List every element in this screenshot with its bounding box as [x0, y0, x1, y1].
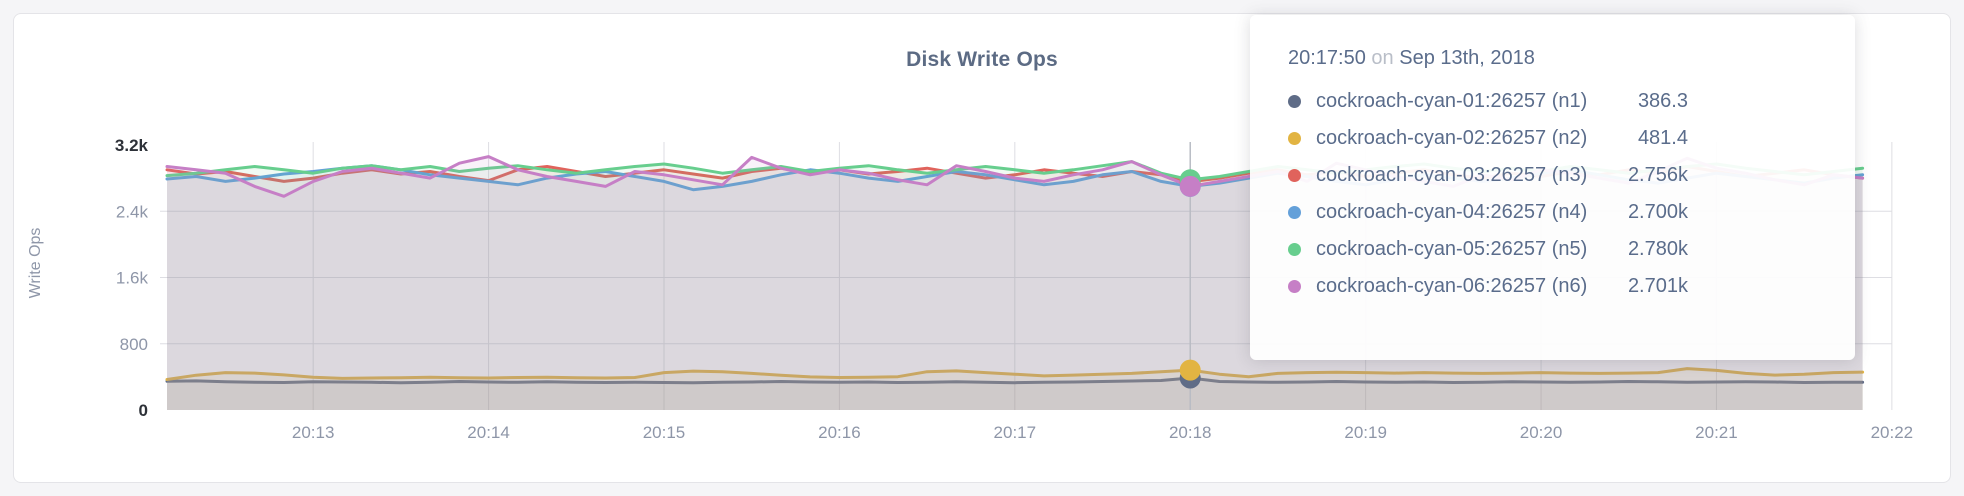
tooltip-header: 20:17:50 on Sep 13th, 2018: [1288, 43, 1855, 73]
tooltip-conjunction: on: [1371, 47, 1394, 69]
page-title: Disk Write Ops: [906, 48, 1058, 71]
series-area-n1: [167, 378, 1863, 410]
hover-tooltip: 20:17:50 on Sep 13th, 2018 cockroach-cya…: [1250, 15, 1855, 360]
series-color-dot-icon: [1288, 95, 1301, 108]
x-tick-label: 20:17: [994, 423, 1037, 442]
series-name: cockroach-cyan-01:26257 (n1): [1316, 90, 1588, 112]
series-color-dot-icon: [1288, 206, 1301, 219]
x-tick-label: 20:14: [467, 423, 510, 442]
x-tick-label: 20:16: [818, 423, 861, 442]
tooltip-series-row: cockroach-cyan-06:26257 (n6) 2.701k: [1288, 268, 1688, 305]
series-color-dot-icon: [1288, 243, 1301, 256]
series-line-n1: [165, 376, 1865, 385]
tooltip-series-row: cockroach-cyan-04:26257 (n4) 2.700k: [1288, 194, 1688, 231]
series-line-n2: [165, 367, 1865, 381]
y-axis-label: Write Ops: [27, 228, 44, 299]
x-tick-label: 20:20: [1520, 423, 1563, 442]
tooltip-series-row: cockroach-cyan-02:26257 (n2) 481.4: [1288, 120, 1688, 157]
y-tick-label: 2.4k: [116, 202, 149, 221]
y-tick-label: 800: [120, 335, 148, 354]
series-name: cockroach-cyan-05:26257 (n5): [1316, 238, 1588, 260]
tooltip-series-row: cockroach-cyan-03:26257 (n3) 2.756k: [1288, 157, 1688, 194]
hover-dot-n6: [1179, 175, 1201, 197]
series-value: 2.700k: [1627, 201, 1688, 223]
series-value: 2.780k: [1627, 238, 1688, 260]
series-value: 2.701k: [1627, 275, 1688, 297]
x-tick-label: 20:13: [292, 423, 335, 442]
tooltip-series-row: cockroach-cyan-05:26257 (n5) 2.780k: [1288, 231, 1688, 268]
series-name: cockroach-cyan-03:26257 (n3): [1316, 164, 1588, 186]
series-name: cockroach-cyan-06:26257 (n6): [1316, 275, 1588, 297]
series-color-dot-icon: [1288, 132, 1301, 145]
hover-dot-n2: [1179, 359, 1201, 381]
tooltip-series-row: cockroach-cyan-01:26257 (n1) 386.3: [1288, 83, 1688, 120]
series-color-dot-icon: [1288, 169, 1301, 182]
series-value: 2.756k: [1627, 164, 1688, 186]
y-tick-label: 3.2k: [115, 136, 149, 155]
series-name: cockroach-cyan-02:26257 (n2): [1316, 127, 1588, 149]
x-tick-label: 20:15: [643, 423, 686, 442]
series-value: 386.3: [1637, 90, 1688, 112]
tooltip-rows: cockroach-cyan-01:26257 (n1) 386.3 cockroa…: [1288, 83, 1855, 305]
series-name: cockroach-cyan-04:26257 (n4): [1316, 201, 1588, 223]
x-tick-label: 20:18: [1169, 423, 1212, 442]
x-tick-label: 20:21: [1695, 423, 1738, 442]
tooltip-date: Sep 13th, 2018: [1399, 47, 1535, 69]
x-tick-label: 20:19: [1344, 423, 1387, 442]
x-tick-label: 20:22: [1871, 423, 1914, 442]
series-value: 481.4: [1637, 127, 1688, 149]
tooltip-time: 20:17:50: [1288, 47, 1366, 69]
series-color-dot-icon: [1288, 280, 1301, 293]
y-tick-label: 0: [139, 401, 148, 420]
y-tick-label: 1.6k: [116, 269, 149, 288]
